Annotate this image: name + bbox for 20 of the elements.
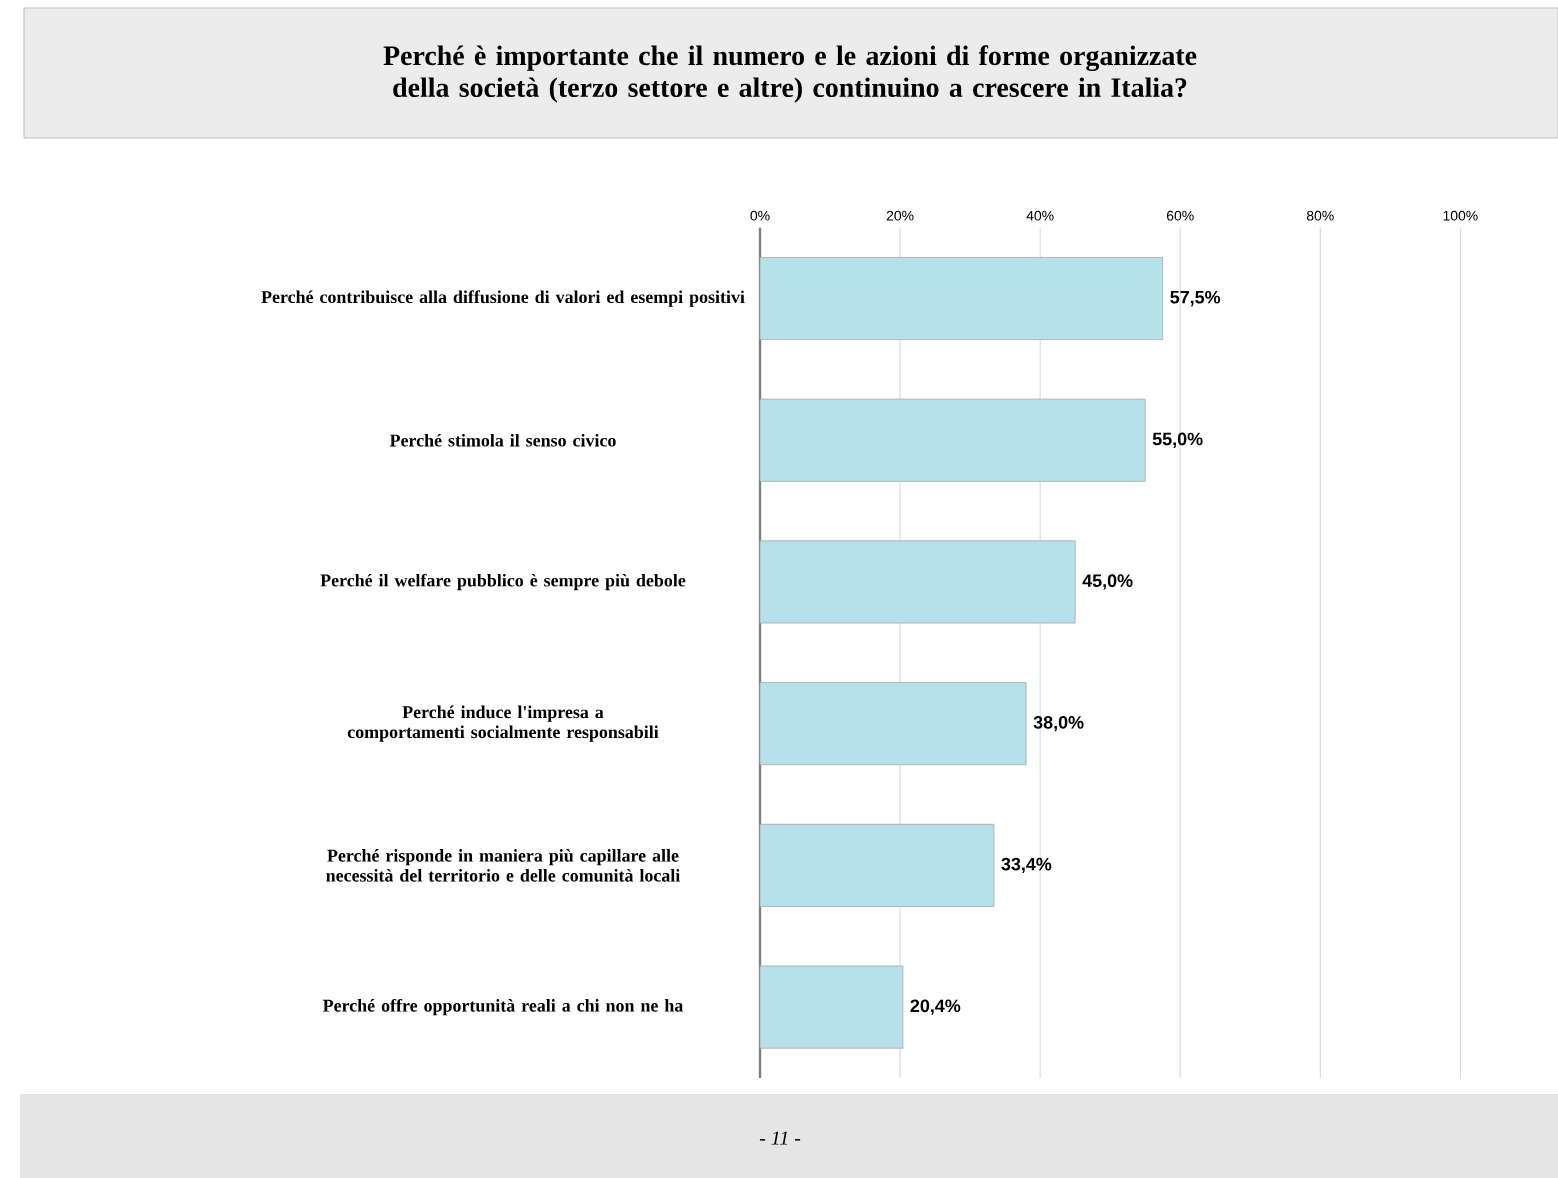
y-tick-label: Perché contribuisce alla diffusione di valori ed esempi positivi <box>261 290 745 307</box>
data-label: 57,5% <box>1170 290 1221 307</box>
bar <box>759 965 904 1049</box>
chart-title: Perché è importante che il numero e le azioni di forme organizzate della società (terzo settore e altre) continuino a crescere in Italia? <box>383 45 1197 103</box>
data-label: 45,0% <box>1082 574 1133 590</box>
y-tick-label: Perché offre opportunità reali a chi non ne ha <box>322 998 684 1016</box>
bar <box>759 257 1164 341</box>
text: - 11 - <box>759 1131 801 1145</box>
bar <box>759 540 1076 624</box>
data-label: 38,0% <box>1033 716 1084 732</box>
data-label: 20,4% <box>910 999 961 1015</box>
data-label: 33,4% <box>1001 857 1052 874</box>
y-tick-label: Perché stimola il senso civico <box>389 433 616 447</box>
data-label: 55,0% <box>1152 432 1203 448</box>
y-tick-label: Perché risponde in maniera più capillare alle necessità del territorio e delle comunità locali <box>326 849 681 882</box>
bar <box>759 823 995 907</box>
bar <box>759 398 1146 482</box>
y-tick-label: Perché il welfare pubblico è sempre più debole <box>320 573 686 591</box>
y-tick-label: Perché induce l'impresa a comportamenti socialmente responsabili <box>347 705 659 742</box>
bar <box>759 682 1027 766</box>
